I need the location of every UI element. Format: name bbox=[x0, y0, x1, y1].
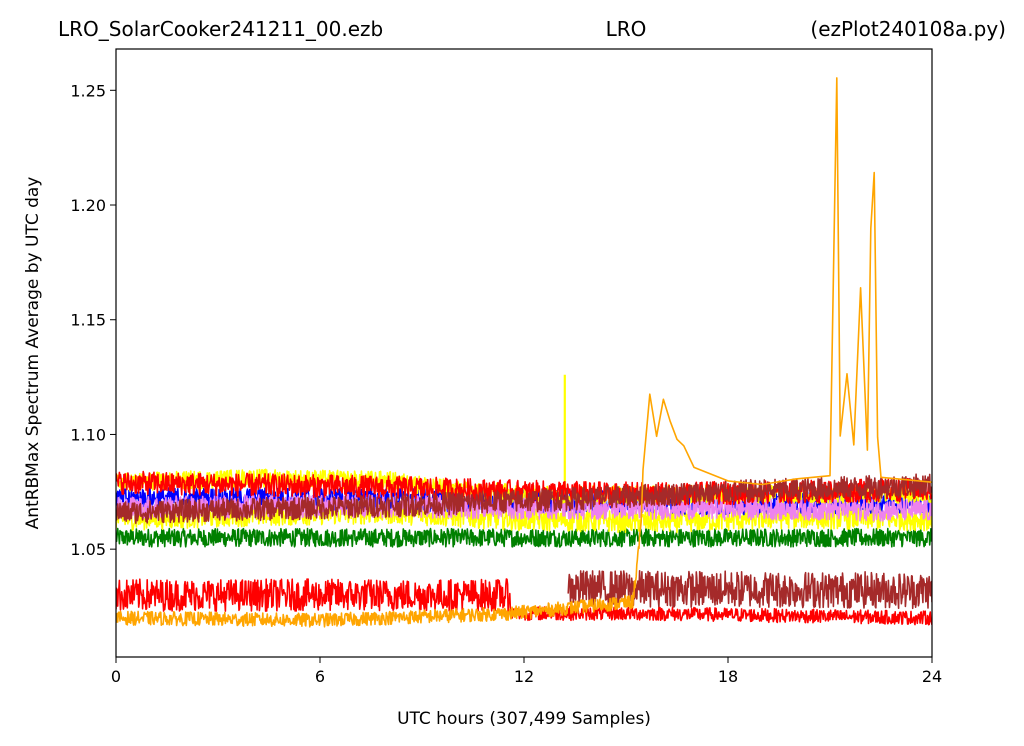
series-line-10 bbox=[116, 77, 932, 628]
y-tick-label: 1.05 bbox=[70, 540, 106, 559]
series-line-0 bbox=[116, 527, 932, 548]
x-axis-label: UTC hours (307,499 Samples) bbox=[397, 709, 651, 729]
x-tick-label: 12 bbox=[514, 667, 534, 686]
y-tick-label: 1.10 bbox=[70, 425, 106, 444]
chart-title-left: LRO_SolarCooker241211_00.ezb bbox=[58, 17, 383, 41]
y-tick-label: 1.15 bbox=[70, 311, 106, 330]
y-axis-label: AntRBMax Spectrum Average by UTC day bbox=[23, 177, 43, 530]
series-line-7 bbox=[116, 578, 512, 612]
series-layer bbox=[116, 77, 932, 628]
chart-title-center: LRO bbox=[606, 17, 647, 41]
series-line-9 bbox=[509, 605, 932, 626]
series-line-8 bbox=[567, 569, 932, 610]
y-axis: 1.05 1.10 1.15 1.20 1.25 bbox=[70, 81, 116, 559]
chart-title-right: (ezPlot240108a.py) bbox=[810, 17, 1006, 41]
x-axis: 0 6 12 18 24 bbox=[111, 657, 942, 686]
x-tick-label: 24 bbox=[922, 667, 942, 686]
y-tick-label: 1.25 bbox=[70, 81, 106, 100]
plot-frame bbox=[115, 48, 933, 658]
x-tick-label: 18 bbox=[718, 667, 738, 686]
y-tick-label: 1.20 bbox=[70, 196, 106, 215]
x-tick-label: 6 bbox=[315, 667, 325, 686]
series-line-6 bbox=[116, 473, 932, 525]
x-tick-label: 0 bbox=[111, 667, 121, 686]
